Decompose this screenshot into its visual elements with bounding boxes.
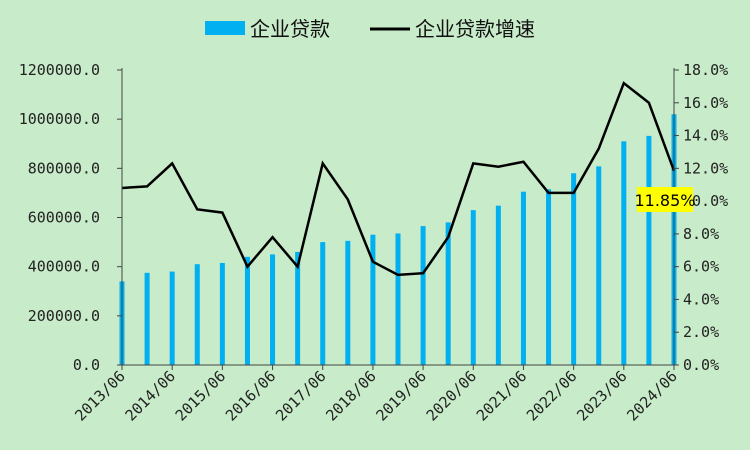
bar-series [119, 114, 677, 365]
bar-2021-06 [520, 191, 526, 365]
right-tick-label: 16.0% [683, 94, 728, 112]
left-tick-label: 0.0 [73, 356, 100, 374]
bar-2021-12 [546, 189, 552, 365]
x-tick-label: 2024/06 [623, 367, 680, 424]
annotation-box [637, 187, 693, 212]
x-tick-label: 2022/06 [523, 367, 580, 424]
annotation: 11.85% [634, 187, 696, 212]
bar-2018-12 [395, 233, 401, 365]
x-tick-label: 2023/06 [573, 367, 630, 424]
right-tick-label: 4.0% [683, 290, 719, 308]
x-tick-label: 2020/06 [423, 367, 480, 424]
left-tick-label: 400000.0 [28, 258, 100, 276]
left-tick-label: 1200000.0 [19, 61, 100, 79]
bar-2013-12 [144, 272, 150, 365]
x-tick-label: 2013/06 [71, 367, 128, 424]
bar-2015-06 [219, 262, 225, 365]
x-tick-label: 2019/06 [372, 367, 429, 424]
annotation-label: 11.85% [634, 191, 695, 210]
x-tick-label: 2018/06 [322, 367, 379, 424]
left-tick-label: 600000.0 [28, 209, 100, 227]
left-tick-label: 200000.0 [28, 307, 100, 325]
right-tick-label: 14.0% [683, 127, 728, 145]
bar-2017-12 [345, 240, 351, 365]
bar-2023-06 [621, 141, 627, 365]
right-tick-label: 2.0% [683, 323, 719, 341]
bar-2017-06 [320, 242, 326, 365]
bar-2023-12 [646, 135, 652, 365]
legend-label-line: 企业贷款增速 [415, 17, 535, 41]
bar-2020-12 [495, 205, 501, 365]
bar-2019-12 [445, 222, 451, 365]
bar-2022-06 [571, 173, 577, 365]
legend-swatch-bar [205, 21, 245, 35]
x-tick-label: 2017/06 [272, 367, 329, 424]
x-tick-label: 2016/06 [222, 367, 279, 424]
line-series [121, 81, 676, 277]
bar-2015-12 [244, 256, 250, 365]
x-tick-label: 2021/06 [473, 367, 530, 424]
legend-label-bar: 企业贷款 [250, 17, 330, 41]
bar-2014-06 [169, 271, 175, 365]
left-tick-label: 1000000.0 [19, 110, 100, 128]
bar-2016-06 [270, 254, 276, 365]
right-tick-label: 12.0% [683, 159, 728, 177]
x-tick-label: 2014/06 [122, 367, 179, 424]
bar-2018-06 [370, 234, 376, 365]
bar-2016-12 [295, 251, 301, 365]
bar-2020-06 [470, 210, 476, 365]
bar-2019-06 [420, 226, 426, 365]
right-tick-label: 0.0% [683, 356, 719, 374]
right-tick-label: 8.0% [683, 225, 719, 243]
left-tick-label: 800000.0 [28, 159, 100, 177]
legend: 企业贷款 企业贷款增速 [205, 17, 535, 41]
right-tick-label: 10.0% [683, 192, 728, 210]
right-tick-label: 18.0% [683, 61, 728, 79]
bar-2022-12 [596, 166, 602, 365]
right-tick-label: 6.0% [683, 258, 719, 276]
x-tick-label: 2015/06 [172, 367, 229, 424]
bar-2014-12 [194, 264, 200, 365]
